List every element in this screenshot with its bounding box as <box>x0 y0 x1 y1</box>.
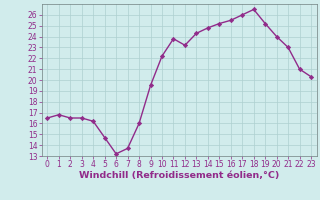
X-axis label: Windchill (Refroidissement éolien,°C): Windchill (Refroidissement éolien,°C) <box>79 171 279 180</box>
